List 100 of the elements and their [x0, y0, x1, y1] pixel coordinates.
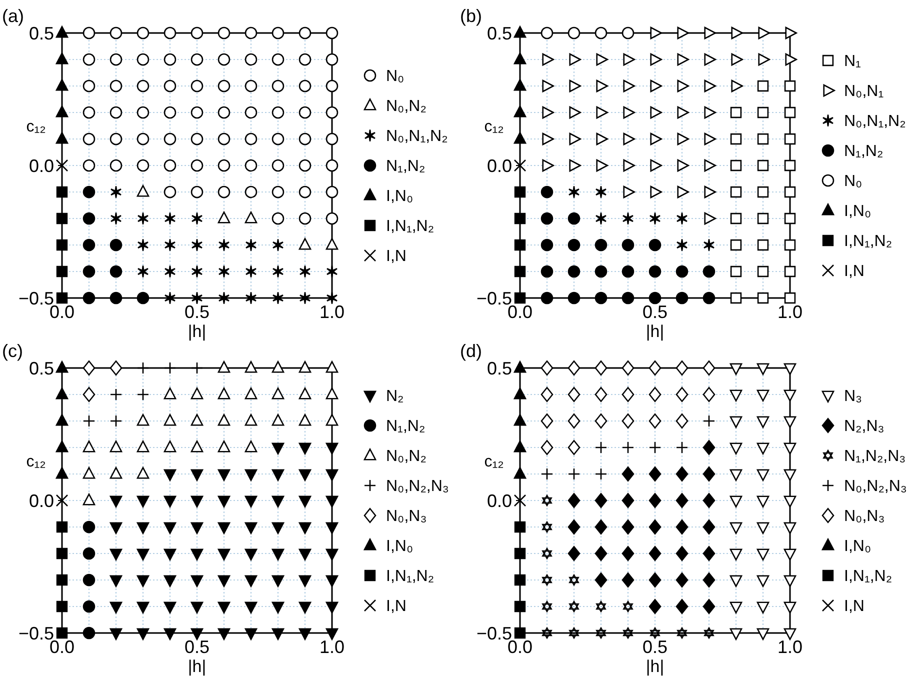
point: [648, 238, 662, 252]
point: [514, 186, 526, 198]
point: [82, 212, 96, 225]
point: [164, 238, 176, 252]
point: [757, 160, 769, 172]
x-axis-title: |h|: [188, 322, 206, 341]
point: [56, 26, 68, 38]
point: [136, 362, 150, 374]
point: [704, 159, 716, 172]
point: [191, 292, 203, 304]
point: [676, 441, 688, 454]
legend-label: N₀,N₁,N₂: [844, 113, 906, 130]
point: [191, 238, 203, 252]
point: [596, 80, 608, 92]
point: [569, 600, 579, 612]
point: [648, 292, 662, 304]
point: [514, 79, 526, 91]
point: [677, 159, 689, 172]
legend-label: N₃: [844, 388, 862, 406]
point: [784, 390, 796, 402]
point: [650, 186, 662, 198]
point: [568, 186, 580, 198]
point: [56, 212, 68, 224]
point: [110, 212, 122, 225]
point: [244, 440, 258, 452]
point: [568, 238, 580, 252]
point: [731, 26, 743, 40]
point: [623, 159, 635, 172]
legend-label: N₀,N₂: [386, 98, 426, 116]
point: [56, 52, 68, 64]
point: [784, 186, 796, 198]
y-tick-label: 0.5: [28, 23, 54, 44]
chart-title: (d): [460, 341, 482, 361]
point: [730, 416, 742, 428]
point: [110, 388, 122, 401]
point: [594, 546, 608, 562]
point: [514, 239, 526, 251]
point: [704, 80, 716, 92]
legend-label: I,N₀: [386, 188, 414, 206]
point: [56, 79, 68, 91]
legend-label: N₀,N₁: [844, 83, 884, 100]
point: [110, 238, 122, 252]
point: [542, 548, 552, 560]
point: [756, 416, 770, 428]
x-axis-title: |h|: [646, 657, 664, 676]
point: [676, 492, 688, 508]
point: [514, 52, 526, 64]
point: [568, 440, 580, 456]
point: [514, 361, 526, 373]
point: [703, 238, 715, 252]
point: [702, 519, 716, 535]
point: [137, 212, 149, 225]
x-tick-label: 1.0: [319, 637, 345, 657]
point: [110, 440, 122, 452]
y-tick-label: 0.0: [28, 156, 54, 176]
point: [622, 546, 634, 562]
point: [272, 414, 284, 426]
point: [730, 628, 742, 640]
point: [190, 388, 204, 400]
point: [594, 238, 608, 252]
point: [245, 238, 257, 252]
legend-label: I,N₁,N₂: [386, 218, 434, 236]
point: [568, 546, 580, 562]
x-tick-label: 1.0: [777, 302, 803, 322]
point: [82, 360, 96, 376]
point: [514, 212, 526, 224]
point: [649, 212, 661, 225]
point: [56, 361, 68, 373]
x-tick-label: 0.5: [642, 302, 668, 322]
point: [82, 265, 96, 278]
point: [136, 467, 150, 479]
point: [784, 266, 796, 278]
point: [784, 522, 796, 534]
point: [623, 186, 635, 198]
point: [568, 292, 580, 304]
point: [676, 238, 688, 252]
point: [326, 414, 338, 426]
point: [542, 80, 554, 92]
point: [514, 159, 526, 172]
point: [82, 414, 96, 428]
point: [164, 414, 176, 426]
x-tick-label: 0.5: [184, 637, 210, 657]
point: [514, 292, 526, 304]
point: [594, 572, 608, 588]
point: [756, 496, 770, 508]
point: [82, 574, 96, 586]
point: [756, 602, 770, 614]
point: [594, 292, 608, 304]
point: [648, 546, 662, 562]
point: [595, 212, 607, 225]
point: [622, 360, 634, 376]
point: [82, 547, 96, 560]
x-tick-label: 0.5: [184, 302, 210, 322]
point: [82, 386, 96, 402]
point: [326, 238, 338, 250]
point: [542, 600, 552, 612]
point: [56, 186, 68, 198]
point: [82, 186, 96, 198]
point: [622, 572, 634, 588]
chart-title: (a): [2, 6, 24, 26]
